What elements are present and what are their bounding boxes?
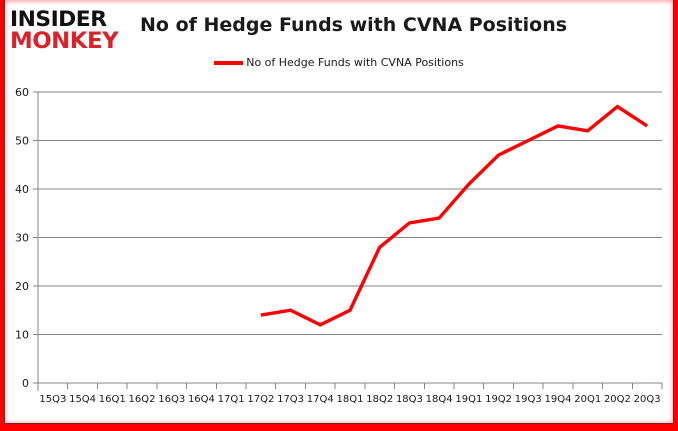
x-tick-label: 18Q2 (366, 394, 393, 405)
legend-label-series-0: No of Hedge Funds with CVNA Positions (246, 56, 464, 69)
y-tick-labels-group: 0 10 20 30 40 50 60 (15, 86, 29, 390)
y-tick-label: 30 (15, 232, 29, 245)
x-tick-label: 19Q1 (455, 394, 482, 405)
page-title: No of Hedge Funds with CVNA Positions (140, 14, 568, 36)
x-tick-label: 17Q2 (247, 394, 274, 405)
x-tick-label: 18Q3 (396, 394, 423, 405)
x-tick-label: 16Q3 (158, 394, 185, 405)
x-tick-label: 15Q3 (39, 394, 66, 405)
chart-legend: No of Hedge Funds with CVNA Positions (0, 56, 678, 69)
x-tick-label: 19Q3 (515, 394, 542, 405)
series-group (260, 104, 649, 327)
x-tick-label: 16Q1 (99, 394, 126, 405)
x-tick-labels-group: 15Q3 15Q4 16Q1 16Q2 16Q3 16Q4 17Q1 17Q2 17Q3 17Q4… (39, 394, 660, 405)
y-tick-label: 60 (15, 86, 29, 99)
series-line-0 (260, 104, 649, 327)
logo-text-insider: INSIDER (10, 7, 107, 31)
x-tick-label: 20Q1 (574, 394, 601, 405)
gridlines-group (33, 91, 662, 391)
logo-text-monkey: MONKEY (10, 29, 119, 54)
x-tick-label: 16Q2 (129, 394, 156, 405)
x-tick-marks-group (37, 383, 663, 389)
x-tick-label: 19Q4 (545, 394, 572, 405)
x-tick-label: 20Q2 (604, 394, 631, 405)
x-tick-label: 20Q3 (634, 394, 661, 405)
x-tick-label: 18Q1 (337, 394, 364, 405)
x-tick-label: 19Q2 (485, 394, 512, 405)
x-tick-label: 16Q4 (188, 394, 215, 405)
y-tick-label: 10 (15, 329, 29, 342)
x-tick-label: 18Q4 (426, 394, 453, 405)
legend-swatch-series-0 (214, 60, 244, 65)
y-tick-label: 50 (15, 135, 29, 148)
x-tick-label: 15Q4 (69, 394, 96, 405)
x-tick-label: 17Q3 (277, 394, 304, 405)
x-tick-label: 17Q1 (218, 394, 245, 405)
y-tick-label: 20 (15, 280, 29, 293)
insider-monkey-logo: INSIDER MONKEY (10, 9, 134, 53)
y-tick-label: 40 (15, 183, 29, 196)
y-tick-label: 0 (22, 377, 29, 390)
x-tick-label: 17Q4 (307, 394, 334, 405)
